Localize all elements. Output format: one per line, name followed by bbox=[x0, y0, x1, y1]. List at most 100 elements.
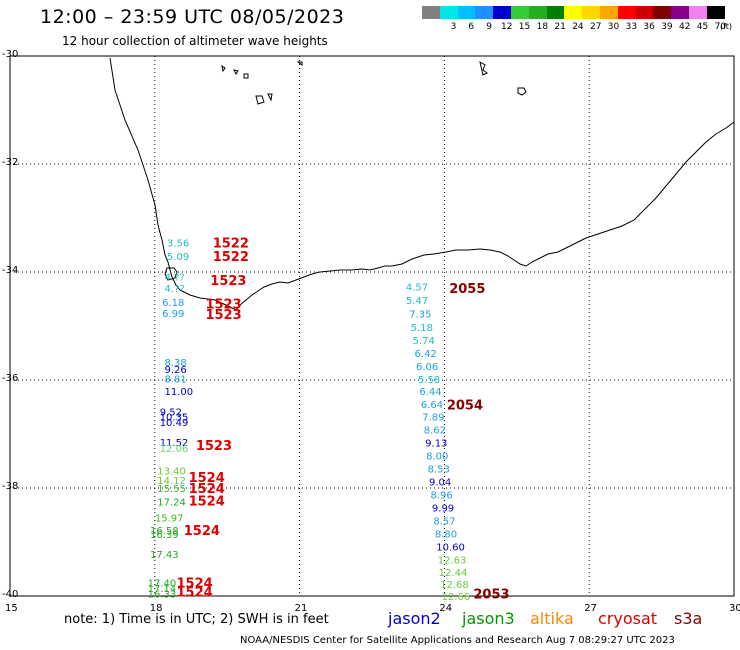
note-text: note: 1) Time is in UTC; 2) SWH is in fe… bbox=[64, 612, 329, 627]
wave-height-value: 15.55 bbox=[157, 484, 186, 495]
wave-height-value: 16.39 bbox=[150, 530, 179, 541]
legend-swatch bbox=[617, 6, 637, 19]
pass-time-label: 1523 bbox=[196, 439, 232, 454]
legend-swatch bbox=[706, 6, 726, 19]
legend-label: 70 bbox=[714, 22, 727, 32]
lat-tick-label: -40 bbox=[2, 589, 19, 600]
lon-tick-label: 21 bbox=[294, 603, 308, 614]
pass-time-label: 1523 bbox=[205, 308, 241, 323]
wave-height-value: 15.97 bbox=[155, 514, 184, 525]
lon-tick-label: 18 bbox=[149, 603, 163, 614]
lon-tick-label: 30 bbox=[729, 603, 740, 614]
wave-height-value: 12.06 bbox=[160, 444, 189, 455]
legend-label: 39 bbox=[661, 22, 673, 32]
lon-tick-label: 24 bbox=[439, 603, 453, 614]
legend-swatch bbox=[689, 6, 708, 19]
coastline bbox=[109, 57, 735, 311]
legend-label: 24 bbox=[572, 22, 584, 32]
wave-height-value: 10.35 bbox=[160, 413, 189, 424]
legend-swatch bbox=[564, 6, 583, 19]
wave-height-value: 4.57 bbox=[406, 283, 428, 294]
wave-height-value: 11.00 bbox=[165, 387, 194, 398]
lat-tick-label: -36 bbox=[2, 373, 19, 384]
wave-height-value: 12.68 bbox=[440, 580, 469, 591]
pass-time-label: 1524 bbox=[189, 494, 225, 509]
legend-swatch bbox=[546, 6, 565, 19]
legend-label: 33 bbox=[625, 22, 638, 32]
wave-height-value: 8.00 bbox=[426, 452, 448, 463]
legend-label: 45 bbox=[696, 22, 709, 32]
wave-height-value: 9.04 bbox=[429, 478, 451, 489]
legend-swatch bbox=[635, 6, 654, 19]
legend-label: 3 bbox=[450, 22, 457, 32]
wave-height-value: 9.52 bbox=[160, 407, 182, 418]
wave-height-value: 12.66 bbox=[442, 592, 471, 603]
footer-credit: NOAA/NESDIS Center for Satellite Applica… bbox=[240, 635, 675, 646]
map-title: 12:00 – 23:59 UTC 08/05/2023 bbox=[40, 6, 345, 28]
wave-height-value: 11.52 bbox=[160, 438, 189, 449]
wave-height-value: 14.12 bbox=[157, 476, 186, 487]
sat-altika: altika bbox=[530, 609, 574, 628]
lon-tick-label: 27 bbox=[584, 603, 597, 614]
wave-height-value: 8.57 bbox=[433, 516, 455, 527]
pass-time-label: 1523 bbox=[205, 297, 241, 312]
wave-height-value: 6.06 bbox=[416, 362, 438, 373]
wave-height-value: 17.14 bbox=[148, 584, 177, 595]
wave-height-value: 6.99 bbox=[162, 309, 184, 320]
pass-time-label: 1524 bbox=[189, 471, 225, 486]
legend-swatch bbox=[653, 6, 672, 19]
legend-unit: (ft) bbox=[720, 22, 733, 31]
wave-height-value: 5.47 bbox=[406, 296, 428, 307]
islands bbox=[221, 60, 527, 105]
harbor-outline bbox=[164, 267, 178, 281]
wave-height-value: 7.35 bbox=[409, 310, 431, 321]
pass-time-label: 2055 bbox=[449, 282, 485, 297]
map-frame bbox=[9, 55, 735, 597]
coastline-path bbox=[109, 57, 735, 311]
sat-s3a: s3a bbox=[674, 609, 703, 628]
legend-swatch bbox=[600, 6, 619, 19]
wave-height-value: 12.44 bbox=[439, 568, 468, 579]
wave-height-value: 5.58 bbox=[418, 375, 440, 386]
pass-time-label: 1524 bbox=[177, 586, 213, 601]
sat-cryosat: cryosat bbox=[598, 609, 658, 628]
legend-label: 6 bbox=[468, 22, 475, 32]
legend-swatch bbox=[511, 6, 530, 19]
pass-time-label: 1522 bbox=[213, 250, 249, 265]
legend-swatch bbox=[671, 6, 690, 19]
wave-height-value: 13.40 bbox=[157, 467, 186, 478]
pass-time-label: 1522 bbox=[213, 236, 249, 251]
wave-height-value: 12.63 bbox=[438, 555, 467, 566]
sat-jason2: jason2 bbox=[388, 609, 441, 628]
lon-tick-label: 15 bbox=[5, 603, 18, 614]
legend-swatch bbox=[457, 6, 476, 19]
legend-label: 12 bbox=[501, 22, 513, 32]
wave-height-value: 16.58 bbox=[150, 526, 179, 537]
legend-swatch bbox=[422, 6, 441, 19]
wave-height-value: 16.33 bbox=[148, 589, 177, 600]
wave-height-value: 17.24 bbox=[157, 498, 186, 509]
wave-height-value: 8.81 bbox=[165, 374, 187, 385]
wave-height-value: 10.60 bbox=[436, 542, 465, 553]
wave-height-value: 3.56 bbox=[167, 238, 189, 249]
lat-tick-label: -30 bbox=[2, 49, 19, 60]
wave-height-value: 4.?? bbox=[165, 284, 185, 295]
wave-height-value: 7.89 bbox=[422, 413, 444, 424]
lat-tick-label: -34 bbox=[2, 265, 19, 276]
wave-height-value: 5.18 bbox=[411, 323, 433, 334]
legend-label: 36 bbox=[643, 22, 655, 32]
pass-time-label: 2053 bbox=[473, 587, 509, 602]
wave-height-value: 8.96 bbox=[430, 490, 452, 501]
wave-height-value: 9.26 bbox=[165, 365, 187, 376]
lat-tick-label: -32 bbox=[2, 157, 19, 168]
pass-time-label: 2054 bbox=[447, 398, 483, 413]
wave-height-value: 8.62 bbox=[424, 426, 446, 437]
legend-label: 42 bbox=[679, 22, 691, 32]
wave-height-value: 6.44 bbox=[419, 387, 441, 398]
pass-time-label: 1523 bbox=[210, 274, 246, 289]
legend-swatch bbox=[475, 6, 494, 19]
wave-height-value: 8.38 bbox=[165, 358, 187, 369]
pass-time-label: 1524 bbox=[189, 482, 225, 497]
